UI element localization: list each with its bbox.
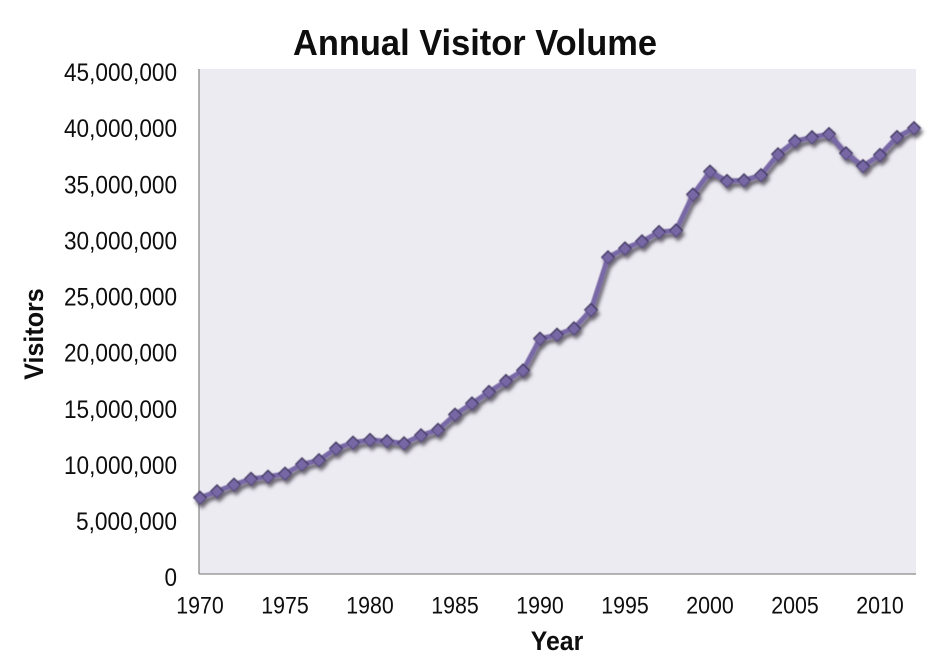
svg-text:2005: 2005 (771, 593, 819, 620)
svg-text:1985: 1985 (431, 593, 479, 620)
svg-text:5,000,000: 5,000,000 (76, 508, 177, 536)
svg-text:35,000,000: 35,000,000 (64, 171, 177, 199)
svg-text:1980: 1980 (346, 593, 394, 620)
svg-text:1970: 1970 (176, 593, 224, 620)
svg-text:25,000,000: 25,000,000 (64, 284, 177, 312)
svg-text:20,000,000: 20,000,000 (64, 340, 177, 368)
svg-text:2010: 2010 (856, 593, 904, 620)
svg-text:1990: 1990 (516, 593, 564, 620)
svg-text:15,000,000: 15,000,000 (64, 396, 177, 424)
svg-text:1995: 1995 (601, 593, 649, 620)
svg-text:30,000,000: 30,000,000 (64, 227, 177, 255)
svg-text:Visitors: Visitors (19, 288, 49, 380)
svg-text:1975: 1975 (261, 593, 309, 620)
svg-text:10,000,000: 10,000,000 (64, 452, 177, 480)
svg-text:45,000,000: 45,000,000 (64, 59, 177, 87)
svg-text:40,000,000: 40,000,000 (64, 115, 177, 143)
svg-text:Annual Visitor Volume: Annual Visitor Volume (293, 22, 657, 63)
svg-text:Year: Year (531, 626, 584, 656)
svg-text:2000: 2000 (686, 593, 734, 620)
svg-text:0: 0 (165, 564, 178, 592)
